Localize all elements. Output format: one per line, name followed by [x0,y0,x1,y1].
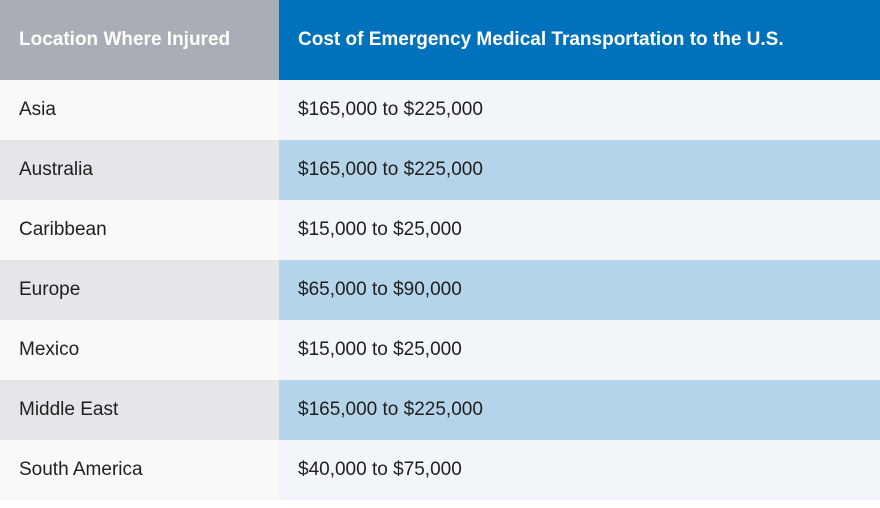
location-cell: Caribbean [0,200,279,260]
location-cell: Mexico [0,320,279,380]
location-cell: Europe [0,260,279,320]
cost-cell: $165,000 to $225,000 [279,380,880,440]
header-location: Location Where Injured [0,0,279,80]
cost-cell: $165,000 to $225,000 [279,80,880,140]
location-cell: Middle East [0,380,279,440]
cost-cell: $65,000 to $90,000 [279,260,880,320]
location-cell: Asia [0,80,279,140]
cost-cell: $40,000 to $75,000 [279,440,880,500]
location-cell: Australia [0,140,279,200]
cost-cell: $15,000 to $25,000 [279,320,880,380]
location-cell: South America [0,440,279,500]
cost-cell: $15,000 to $25,000 [279,200,880,260]
header-cost: Cost of Emergency Medical Transportation… [279,0,880,80]
cost-cell: $165,000 to $225,000 [279,140,880,200]
